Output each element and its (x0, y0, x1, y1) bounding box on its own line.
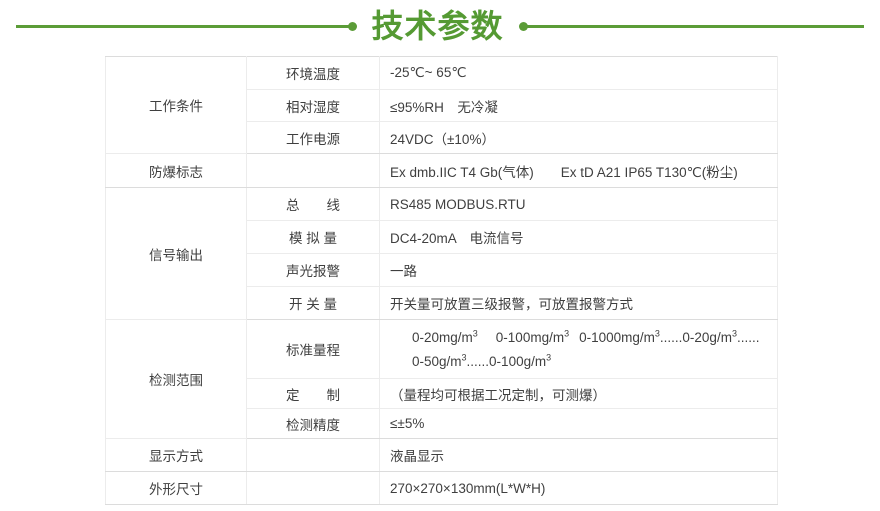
sub-label-relative-humidity: 相对湿度 (246, 89, 380, 122)
sub-label-bus: 总 线 (246, 187, 380, 221)
superscript-3: 3 (654, 328, 660, 338)
sub-label-dimensions-empty (246, 471, 380, 505)
value-power-supply: 24VDC（±10%） (379, 121, 778, 154)
range-20mg: 0-20mg/m (412, 329, 473, 345)
range-100mg: 0-100mg/m (495, 329, 565, 345)
page-header: 技术参数 (0, 0, 880, 52)
value-dimensions: 270×270×130mm(L*W*H) (379, 471, 778, 505)
superscript-3: 3 (472, 328, 478, 338)
table-row: 防爆标志 Ex dmb.IIC T4 Gb(气体) Ex tD A21 IP65… (105, 153, 778, 188)
range-50g: 0-50g/m (412, 353, 462, 369)
table-row: 工作条件 环境温度 -25℃~ 65℃ (105, 56, 778, 154)
superscript-3: 3 (564, 328, 570, 338)
value-ambient-temperature: -25℃~ 65℃ (379, 56, 778, 90)
range-20g: ......0-20g/m (659, 329, 732, 345)
standard-range-line-2: 0-50g/m3......0-100g/m3 (412, 352, 767, 369)
sub-label-ambient-temperature: 环境温度 (246, 56, 380, 90)
table-row: 相对湿度 ≤95%RH 无冷凝 (106, 89, 778, 122)
table-row: 开 关 量 开关量可放置三级报警，可放置报警方式 (106, 286, 778, 320)
value-customization: （量程均可根据工况定制，可测爆） (379, 378, 778, 409)
value-standard-range: 0-20mg/m3 0-100mg/m3 0-1000mg/m3......0-20… (379, 319, 778, 379)
spec-table-container: 工作条件 环境温度 -25℃~ 65℃ 相对湿度 ≤95%RH 无冷凝 工作电源… (105, 56, 778, 505)
header-dot-left-icon (347, 21, 357, 31)
sub-label-power-supply: 工作电源 (246, 121, 380, 154)
group-label-working-conditions: 工作条件 (105, 56, 247, 154)
group-label-explosion-proof: 防爆标志 (105, 153, 247, 188)
sub-label-switch-output: 开 关 量 (246, 286, 380, 320)
value-bus: RS485 MODBUS.RTU (379, 187, 778, 221)
range-ellipsis: ...... (736, 329, 760, 345)
header-rule-right (526, 24, 864, 28)
value-audible-visual-alarm: 一路 (379, 253, 778, 287)
superscript-3: 3 (461, 352, 467, 362)
value-relative-humidity: ≤95%RH 无冷凝 (379, 89, 778, 122)
superscript-3: 3 (731, 328, 737, 338)
header-dot-right-icon (518, 21, 528, 31)
group-label-display-mode: 显示方式 (105, 438, 247, 472)
table-row: 声光报警 一路 (106, 253, 778, 287)
table-row: 定 制 （量程均可根据工况定制，可测爆） (106, 378, 778, 409)
header-rule-left (15, 24, 349, 28)
sub-label-customization: 定 制 (246, 378, 380, 409)
group-label-detection-range: 检测范围 (105, 319, 247, 439)
value-analog: DC4-20mA 电流信号 (379, 220, 778, 254)
sub-label-accuracy: 检测精度 (246, 408, 380, 439)
table-row: 模 拟 量 DC4-20mA 电流信号 (106, 220, 778, 254)
table-row: 检测范围 标准量程 0-20mg/m3 0-100mg/m3 0-1000mg/m3… (105, 319, 778, 439)
superscript-3: 3 (546, 352, 552, 362)
value-explosion-proof: Ex dmb.IIC T4 Gb(气体) Ex tD A21 IP65 T130… (379, 153, 778, 188)
sub-label-audible-visual-alarm: 声光报警 (246, 253, 380, 287)
technical-spec-table: 工作条件 环境温度 -25℃~ 65℃ 相对湿度 ≤95%RH 无冷凝 工作电源… (105, 56, 778, 505)
group-label-signal-output: 信号输出 (105, 187, 247, 320)
value-accuracy: ≤±5% (379, 408, 778, 439)
table-row: 工作电源 24VDC（±10%） (106, 121, 778, 154)
table-row: 信号输出 总 线 RS485 MODBUS.RTU (105, 187, 778, 320)
standard-range-line-1: 0-20mg/m3 0-100mg/m3 0-1000mg/m3......0-20… (412, 328, 767, 345)
table-row: 检测精度 ≤±5% (106, 408, 778, 439)
group-label-dimensions: 外形尺寸 (105, 471, 247, 505)
range-100g: ......0-100g/m (466, 353, 547, 369)
value-switch-output: 开关量可放置三级报警，可放置报警方式 (379, 286, 778, 320)
sub-label-standard-range: 标准量程 (246, 319, 380, 379)
sub-label-display-empty (246, 438, 380, 472)
sub-label-analog: 模 拟 量 (246, 220, 380, 254)
range-1000mg: 0-1000mg/m (579, 329, 655, 345)
value-display-mode: 液晶显示 (379, 438, 778, 472)
sub-label-explosion-proof-empty (246, 153, 380, 188)
table-row: 外形尺寸 270×270×130mm(L*W*H) (105, 471, 778, 505)
page-title: 技术参数 (371, 8, 504, 44)
table-row: 显示方式 液晶显示 (105, 438, 778, 472)
